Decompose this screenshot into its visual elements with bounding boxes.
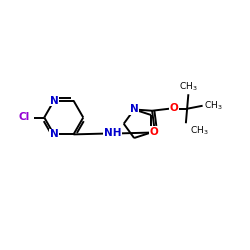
Text: N: N [130,104,138,115]
Text: CH$_3$: CH$_3$ [179,81,198,93]
Text: O: O [150,127,158,137]
Text: N: N [50,130,58,140]
Text: CH$_3$: CH$_3$ [190,125,208,137]
Text: NH: NH [104,128,122,138]
Text: CH$_3$: CH$_3$ [204,99,222,112]
Text: O: O [170,104,178,114]
Text: Cl: Cl [19,112,30,122]
Text: N: N [50,96,58,106]
